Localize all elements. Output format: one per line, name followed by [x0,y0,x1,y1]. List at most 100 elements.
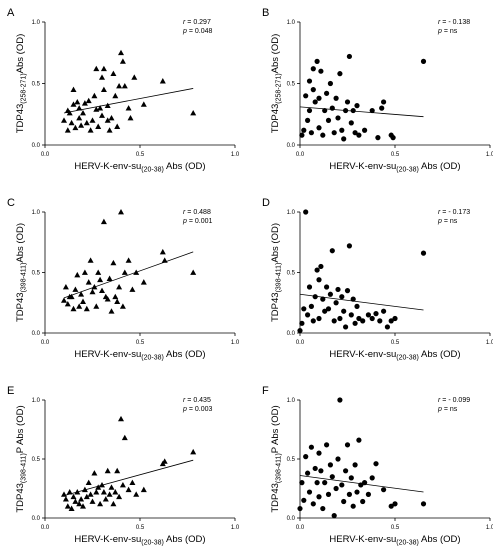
data-point-triangle [61,297,67,303]
y-tick-label: 1.0 [32,20,41,26]
x-tick-label: 0.5 [391,152,400,158]
data-point-circle [308,130,314,136]
data-point-circle [348,120,354,126]
data-point-triangle [80,298,86,304]
p-value: p = 0.001 [182,218,213,225]
data-point-circle [381,99,387,105]
data-point-circle [352,462,358,468]
data-point-triangle [89,498,96,504]
data-point-circle [327,291,333,297]
data-point-triangle [110,70,117,77]
data-point-triangle [112,92,119,99]
data-point-triangle [74,98,81,105]
y-axis-label: TDP43(398-411)Abs (OD) [15,223,28,322]
data-point-triangle [74,489,81,495]
data-point-circle [320,296,326,302]
data-point-circle [299,320,305,326]
y-tick-label: 1.0 [32,210,41,216]
data-point-triangle [108,114,115,121]
data-point-circle [303,209,309,215]
data-point-circle [308,303,314,309]
data-point-triangle [64,503,71,509]
data-point-triangle [72,286,79,292]
data-point-triangle [118,49,124,56]
data-point-circle [316,494,322,500]
data-point-circle [310,87,316,93]
data-point-circle [344,99,351,105]
data-point-triangle [70,101,77,107]
r-value: r = 0.297 [183,19,211,26]
data-point-circle [369,107,375,114]
trend-line [63,88,194,114]
data-point-circle [320,505,326,512]
x-axis-label: HERV-K-env-su(20-38) Abs (OD) [74,349,205,362]
data-point-triangle [81,269,88,275]
data-point-triangle [95,123,102,129]
data-point-triangle [64,127,71,133]
data-point-circle [362,480,368,486]
data-point-circle [324,284,330,290]
data-point-triangle [129,286,136,292]
data-point-triangle [78,122,85,128]
data-point-circle [335,456,341,462]
data-point-triangle [93,303,100,309]
data-point-circle [303,454,309,460]
data-point-triangle [93,489,100,495]
data-point-triangle [89,117,96,123]
panel-b: B 0.0 0.5 1.0 0.0 0.5 1.0 HERV-K-env-su(20-38) … [262,7,493,174]
data-point-circle [299,132,305,138]
x-tick-label: 1.0 [231,340,240,346]
data-point-circle [335,115,341,121]
y-tick-label: 0.0 [32,516,41,522]
data-point-triangle [93,65,100,72]
data-point-triangle [61,117,67,123]
x-tick-label: 0.0 [296,340,305,346]
data-point-circle [314,58,320,64]
data-point-triangle [118,415,124,422]
data-point-triangle [95,269,102,275]
data-point-triangle [190,269,197,275]
data-point-circle [316,450,322,456]
y-tick-label: 0.5 [287,271,296,277]
y-tick-label: 0.0 [287,143,296,149]
data-point-circle [343,468,349,474]
data-point-circle [324,442,330,448]
data-point-circle [360,498,366,505]
data-point-circle [301,497,307,503]
data-point-circle [324,90,330,96]
data-point-triangle [100,65,107,72]
data-point-triangle [91,92,98,99]
data-point-triangle [95,484,102,490]
data-point-circle [331,513,337,519]
data-point-triangle [83,119,90,126]
data-point-circle [322,308,328,314]
data-point-circle [331,130,337,136]
y-tick-label: 0.0 [287,331,296,337]
data-point-triangle [70,493,77,500]
data-point-triangle [99,74,105,80]
data-point-circle [320,132,326,138]
data-point-circle [337,71,343,77]
data-point-circle [301,306,307,312]
data-point-circle [356,315,362,322]
data-point-triangle [129,479,136,485]
data-point-triangle [108,484,115,490]
data-point-triangle [76,114,83,121]
data-point-triangle [62,496,69,502]
y-axis-label: TDP43(398-411)P Abs (OD) [15,405,28,512]
data-point-circle [316,315,322,322]
y-tick-label: 1.0 [32,398,41,404]
data-point-circle [312,465,318,472]
data-point-circle [384,324,390,330]
data-point-triangle [118,209,124,215]
data-point-triangle [70,86,77,93]
data-point-circle [331,318,337,324]
data-point-triangle [78,496,85,502]
data-point-triangle [99,112,105,118]
data-point-triangle [161,257,168,263]
data-point-circle [369,315,375,322]
data-point-triangle [114,123,121,129]
data-point-circle [316,277,322,283]
data-point-triangle [106,491,113,497]
